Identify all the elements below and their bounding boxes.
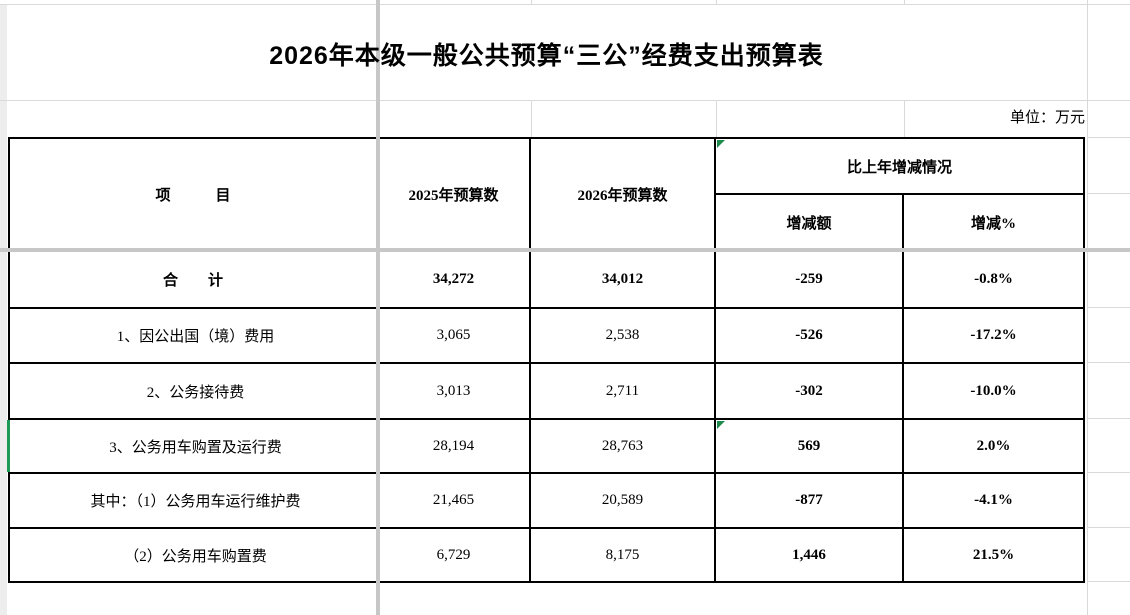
gridline — [0, 100, 1130, 101]
gridline — [904, 0, 905, 4]
error-indicator-icon — [717, 140, 725, 148]
freeze-pane-horizontal-line — [0, 248, 1130, 252]
cell-budget-2025[interactable]: 3,065 — [378, 309, 531, 364]
cell-item[interactable]: 3、公务用车购置及运行费 — [10, 420, 378, 474]
cell-budget-2026[interactable]: 34,012 — [531, 252, 716, 309]
cell-delta-amount[interactable]: -877 — [716, 474, 904, 529]
gridline — [1088, 527, 1130, 528]
cell-budget-2025[interactable]: 3,013 — [378, 364, 531, 420]
cell-delta-percent[interactable]: -17.2% — [904, 309, 1083, 364]
header-cell-budget-2025[interactable]: 2025年预算数 — [378, 139, 531, 252]
cell-item[interactable]: 1、因公出国（境）费用 — [10, 309, 378, 364]
gridline — [531, 0, 532, 4]
header-cell-budget-2026[interactable]: 2026年预算数 — [531, 139, 716, 252]
gridline — [716, 100, 717, 137]
cell-budget-2026[interactable]: 2,711 — [531, 364, 716, 420]
gridline — [1088, 307, 1130, 308]
header-cell-delta-percent[interactable]: 增减% — [904, 195, 1083, 252]
cell-delta-percent[interactable]: 21.5% — [904, 529, 1083, 581]
gridline — [716, 0, 717, 4]
cell-budget-2026[interactable]: 28,763 — [531, 420, 716, 474]
sheet-title[interactable]: 2026年本级一般公共预算“三公”经费支出预算表 — [269, 42, 824, 70]
cell-budget-2026[interactable]: 2,538 — [531, 309, 716, 364]
cell-delta-amount[interactable]: -302 — [716, 364, 904, 420]
cell-delta-amount[interactable]: -526 — [716, 309, 904, 364]
cell-delta-amount[interactable]: -259 — [716, 252, 904, 309]
left-margin-column — [0, 4, 7, 615]
cell-item[interactable]: （2）公务用车购置费 — [10, 529, 378, 581]
cell-delta-percent[interactable]: 2.0% — [904, 420, 1083, 474]
header-cell-delta-amount[interactable]: 增减额 — [716, 195, 904, 252]
selected-cell-border — [7, 420, 10, 472]
gridline — [531, 100, 532, 137]
cell-delta-percent[interactable]: -10.0% — [904, 364, 1083, 420]
cell-budget-2025[interactable]: 28,194 — [378, 420, 531, 474]
error-indicator-icon — [717, 421, 725, 429]
gridline — [1088, 137, 1130, 138]
cell-budget-2026[interactable]: 20,589 — [531, 474, 716, 529]
cell-item[interactable]: 合 计 — [10, 252, 378, 309]
gridline — [1088, 472, 1130, 473]
header-cell-compare-group[interactable]: 比上年增减情况 — [716, 139, 1083, 195]
cell-budget-2026[interactable]: 8,175 — [531, 529, 716, 581]
header-cell-item[interactable]: 项 目 — [10, 139, 378, 252]
gridline — [1088, 418, 1130, 419]
gridline — [904, 100, 905, 137]
cell-item[interactable]: 其中：（1）公务用车运行维护费 — [10, 474, 378, 529]
cell-delta-amount[interactable]: 569 — [716, 420, 904, 474]
freeze-pane-vertical-line — [376, 0, 380, 615]
budget-table: 项 目 2025年预算数 2026年预算数 比上年增减情况 增减额 增减% 合 … — [8, 137, 1085, 583]
cell-item[interactable]: 2、公务接待费 — [10, 364, 378, 420]
gridline — [0, 4, 1130, 5]
gridline — [1088, 193, 1130, 194]
cell-delta-percent[interactable]: -4.1% — [904, 474, 1083, 529]
cell-delta-amount[interactable]: 1,446 — [716, 529, 904, 581]
gridline — [1088, 581, 1130, 582]
cell-budget-2025[interactable]: 6,729 — [378, 529, 531, 581]
gridline — [1087, 0, 1088, 615]
unit-label[interactable]: 单位：万元 — [1009, 110, 1085, 126]
cell-delta-percent[interactable]: -0.8% — [904, 252, 1083, 309]
gridline — [1088, 362, 1130, 363]
cell-budget-2025[interactable]: 21,465 — [378, 474, 531, 529]
cell-budget-2025[interactable]: 34,272 — [378, 252, 531, 309]
